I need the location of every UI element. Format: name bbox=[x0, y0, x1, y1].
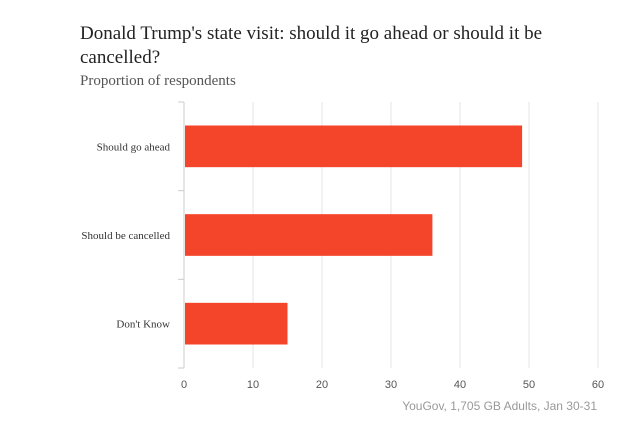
bar bbox=[185, 214, 433, 256]
x-tick-label: 50 bbox=[523, 379, 535, 391]
x-tick-label: 60 bbox=[592, 379, 604, 391]
chart-subtitle: Proportion of respondents bbox=[80, 73, 236, 89]
x-tick-label: 20 bbox=[316, 379, 328, 391]
bar bbox=[185, 125, 523, 168]
chart-title: Donald Trump's state visit: should it go… bbox=[80, 23, 543, 68]
category-label: Don't Know bbox=[116, 319, 170, 331]
category-label: Should be cancelled bbox=[81, 230, 170, 242]
x-tick-label: 10 bbox=[247, 379, 259, 391]
x-tick-label: 0 bbox=[181, 379, 187, 391]
bar bbox=[185, 302, 288, 345]
x-tick-label: 30 bbox=[385, 379, 397, 391]
x-tick-label: 40 bbox=[454, 379, 466, 391]
category-label: Should go ahead bbox=[97, 141, 171, 153]
chart-source: YouGov, 1,705 GB Adults, Jan 30-31 bbox=[402, 399, 597, 413]
